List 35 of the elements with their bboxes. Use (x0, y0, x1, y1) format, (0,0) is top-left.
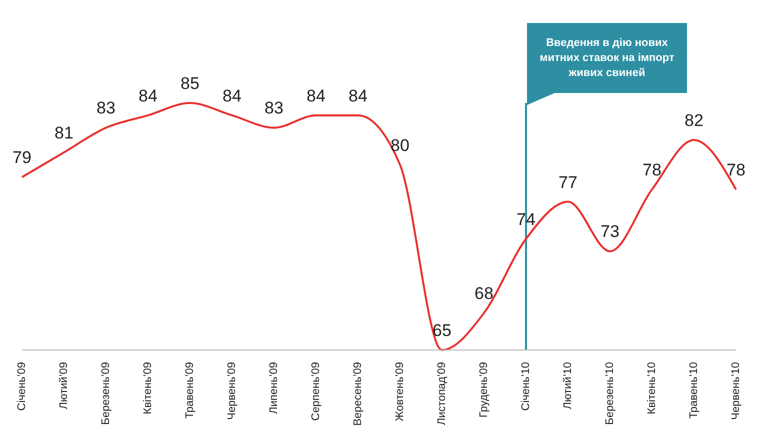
x-tick-label: Травень’10 (688, 362, 700, 419)
data-label: 82 (684, 111, 704, 130)
x-tick-label: Серпень’09 (310, 362, 322, 421)
x-tick-label: Квітень’10 (646, 362, 658, 414)
x-tick-label: Листопад’09 (436, 362, 448, 426)
x-tick-label: Червень’10 (730, 362, 742, 420)
data-label: 84 (222, 86, 242, 106)
data-label: 80 (390, 136, 410, 155)
x-tick-label: Травень’09 (184, 362, 196, 419)
x-tick-label: Липень’09 (268, 362, 280, 414)
data-label: 85 (180, 74, 200, 93)
data-label: 84 (306, 86, 326, 106)
data-label: 83 (264, 98, 284, 118)
data-label: 84 (138, 86, 158, 106)
data-label: 65 (432, 321, 452, 340)
data-label: 68 (474, 284, 494, 303)
x-tick-label: Січень’10 (520, 362, 532, 411)
data-label: 84 (348, 86, 368, 106)
x-tick-label: Жовтень’09 (394, 362, 406, 422)
data-label: 73 (600, 222, 620, 242)
x-tick-label: Січень’09 (16, 362, 28, 411)
data-label: 78 (642, 160, 662, 180)
x-tick-label: Квітень’09 (142, 362, 154, 414)
x-tick-label: Березень’10 (604, 362, 616, 425)
x-tick-label: Червень’09 (226, 362, 238, 420)
x-tick-label: Лютий’10 (562, 362, 574, 410)
data-label: 83 (96, 98, 116, 118)
data-label: 81 (54, 123, 74, 142)
data-label: 78 (726, 160, 746, 180)
x-tick-label: Вересень’09 (352, 362, 364, 426)
data-label: 79 (12, 148, 32, 168)
x-tick-label: Грудень’09 (478, 362, 490, 418)
x-tick-label: Березень’09 (100, 362, 112, 425)
data-label: 77 (558, 172, 578, 192)
x-tick-label: Лютий’09 (58, 362, 70, 410)
